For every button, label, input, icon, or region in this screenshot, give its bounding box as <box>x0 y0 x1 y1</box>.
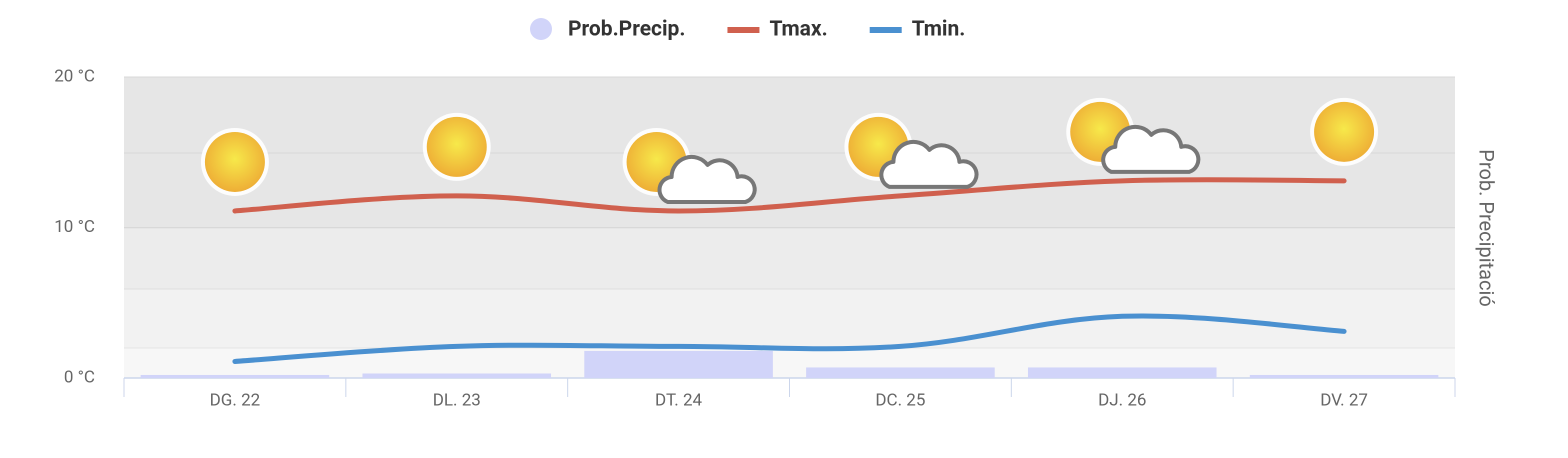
temp-line <box>232 177 1347 214</box>
plot-band <box>124 289 1455 348</box>
precip-bar <box>1027 367 1217 378</box>
legend: Prob.Precip. Tmax. Tmin. <box>530 18 965 42</box>
y-tick-label: 0 °C <box>64 367 95 387</box>
x-tick-label: DL. 23 <box>433 390 481 410</box>
sun <box>204 131 265 192</box>
x-tick-label: DV. 27 <box>1320 390 1368 410</box>
y-tick-label: 10 °C <box>54 217 95 237</box>
cloud-icon <box>1101 124 1201 174</box>
precip-bar <box>362 373 552 378</box>
cloud-icon <box>879 139 979 189</box>
precip-bar <box>1249 374 1439 378</box>
y-tick-label: 20 °C <box>54 66 95 86</box>
legend-symbol <box>530 18 552 40</box>
precip-bar <box>140 374 330 378</box>
plot-band <box>124 229 1455 289</box>
legend-label: Tmin. <box>912 18 966 42</box>
cloud-icon <box>657 154 757 204</box>
legend-label: Prob.Precip. <box>568 18 685 42</box>
sun <box>426 116 487 177</box>
sun-icon <box>200 127 269 196</box>
x-tick-label: DC. 25 <box>875 390 925 410</box>
x-tick-label: DT. 24 <box>655 390 703 410</box>
legend-label: Tmax. <box>769 18 827 42</box>
precip-bar <box>806 367 995 378</box>
temp-line <box>232 313 1347 364</box>
x-tick-label: DG. 22 <box>210 390 261 410</box>
sun <box>1314 101 1375 162</box>
y2-axis-title: Prob. Precipitació <box>1475 149 1499 306</box>
sun-icon <box>422 112 491 181</box>
x-tick-label: DJ. 26 <box>1098 390 1146 410</box>
sun-icon <box>1310 97 1379 166</box>
precip-bar <box>584 350 773 378</box>
